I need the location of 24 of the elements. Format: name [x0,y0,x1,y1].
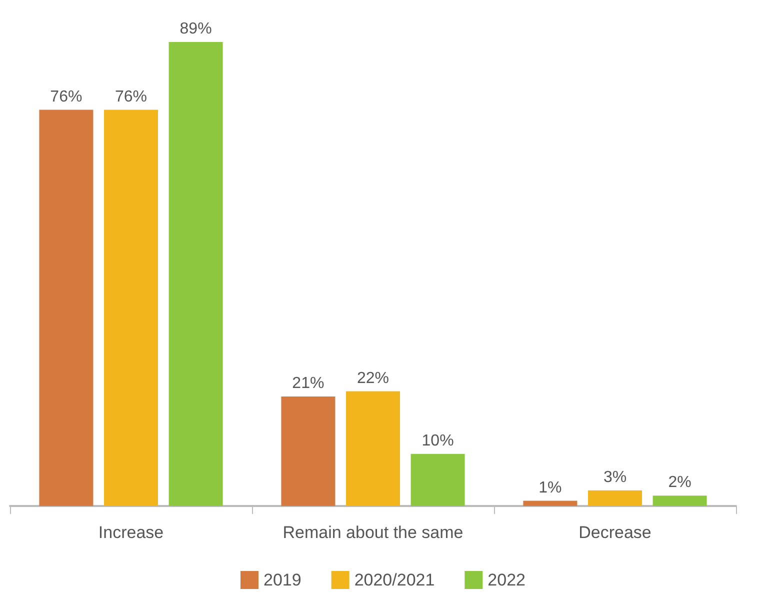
x-tick-label: Increase [98,523,164,542]
data-label: 21% [292,375,324,392]
bar [281,396,336,506]
data-label: 89% [180,20,212,38]
bar [410,454,465,506]
data-label: 22% [356,370,390,387]
data-label: 1% [538,479,562,496]
bar [168,42,223,506]
bar [523,500,578,506]
bar [104,110,158,506]
legend-label: 2019 [264,570,302,590]
bar [346,391,400,506]
data-label: 76% [114,88,148,106]
bar [588,490,642,506]
x-tick-label: Remain about the same [282,523,464,542]
data-label: 76% [50,88,82,106]
bar [39,110,94,506]
data-label: 3% [603,468,627,486]
legend-label: 2020/2021 [354,570,435,590]
data-label: 10% [422,432,454,450]
x-tick-label: Decrease [578,523,652,542]
bar [652,496,707,506]
data-label: 2% [668,474,692,492]
legend-label: 2022 [488,570,526,590]
